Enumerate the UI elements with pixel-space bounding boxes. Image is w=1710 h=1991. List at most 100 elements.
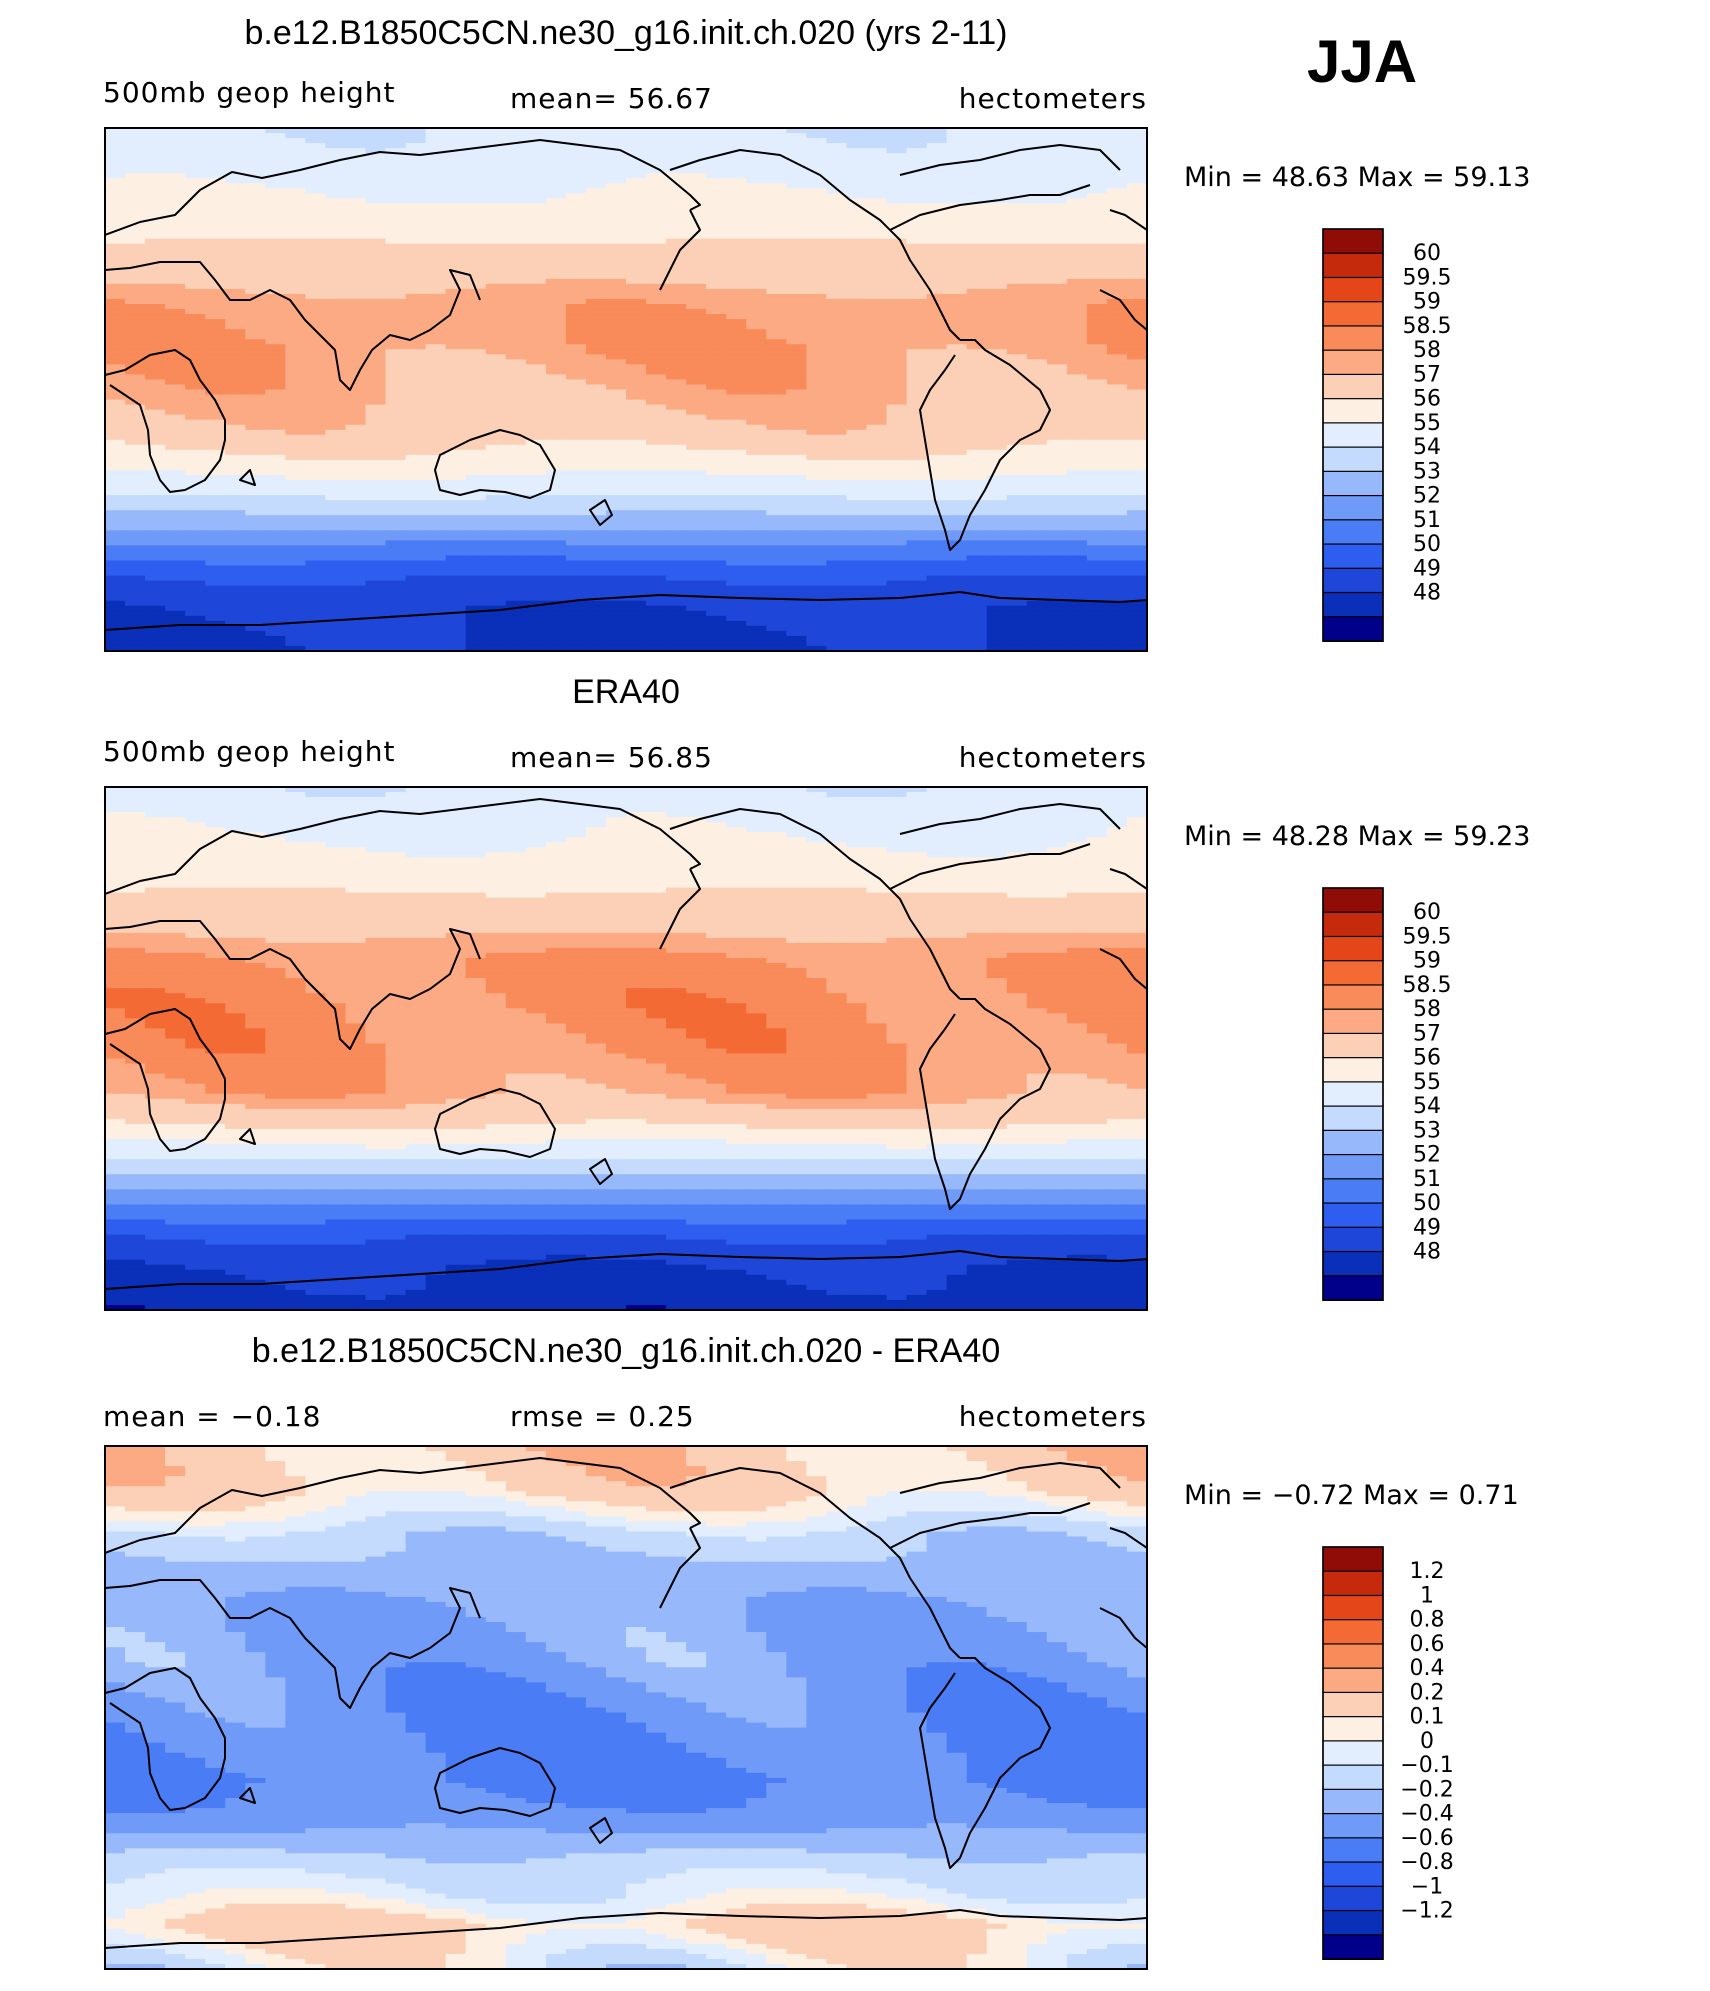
colorbar-tick-label: 58 bbox=[1413, 997, 1441, 1022]
left-label: 500mb geop height bbox=[103, 76, 395, 109]
colorbar-box bbox=[1322, 301, 1384, 327]
colorbar-box bbox=[1322, 1546, 1384, 1573]
colorbar-box bbox=[1322, 1226, 1384, 1253]
colorbar-tick-label: 1.2 bbox=[1410, 1559, 1445, 1584]
colorbar-tick-label: 49 bbox=[1413, 1215, 1441, 1240]
colorbar-tick-label: −1 bbox=[1411, 1874, 1443, 1899]
colorbar-box bbox=[1322, 1105, 1384, 1132]
colorbar-box bbox=[1322, 1740, 1384, 1767]
colorbar-tick-label: 1 bbox=[1420, 1584, 1434, 1609]
map-frame bbox=[104, 127, 1148, 652]
panel-title: b.e12.B1850C5CN.ne30_g16.init.ch.020 - E… bbox=[252, 1332, 1001, 1370]
colorbar-tick-label: 57 bbox=[1413, 362, 1441, 387]
colorbar-box bbox=[1322, 1619, 1384, 1645]
colorbar-tick-label: 52 bbox=[1413, 484, 1441, 509]
colorbar-tick-label: 60 bbox=[1413, 241, 1441, 266]
colorbar-box bbox=[1322, 1764, 1384, 1791]
units-label: hectometers bbox=[959, 741, 1147, 774]
colorbar-tick-label: 55 bbox=[1413, 1070, 1441, 1095]
colorbar-tick-label: 53 bbox=[1413, 1118, 1441, 1143]
colorbar-box bbox=[1322, 1934, 1384, 1961]
colorbar-tick-label: −0.8 bbox=[1400, 1850, 1453, 1875]
colorbar-box bbox=[1322, 567, 1384, 594]
colorbar-tick-label: 51 bbox=[1413, 508, 1441, 533]
colorbar-tick-label: 53 bbox=[1413, 459, 1441, 484]
colorbar-box bbox=[1322, 1178, 1384, 1205]
colorbar-box bbox=[1322, 1861, 1384, 1888]
colorbar-tick-label: −0.1 bbox=[1400, 1753, 1453, 1778]
colorbar-box bbox=[1322, 984, 1384, 1011]
units-label: hectometers bbox=[959, 82, 1147, 115]
colorbar-box bbox=[1322, 1909, 1384, 1936]
colorbar-box bbox=[1322, 1788, 1384, 1815]
colorbar-box bbox=[1322, 1032, 1384, 1059]
colorbar-box bbox=[1322, 1594, 1384, 1621]
colorbar-tick-label: 49 bbox=[1413, 556, 1441, 581]
colorbar-box bbox=[1322, 422, 1384, 449]
colorbar-box bbox=[1322, 373, 1384, 400]
colorbar-tick-label: 59 bbox=[1413, 290, 1441, 315]
colorbar-box bbox=[1322, 1081, 1384, 1108]
colorbar-tick-label: 55 bbox=[1413, 411, 1441, 436]
colorbar-tick-label: 59 bbox=[1413, 949, 1441, 974]
colorbar-tick-label: 0.4 bbox=[1410, 1656, 1445, 1681]
colorbar-box bbox=[1322, 398, 1384, 424]
colorbar-box bbox=[1322, 494, 1384, 521]
map-frame bbox=[104, 1445, 1148, 1970]
colorbar-tick-label: 48 bbox=[1413, 581, 1441, 606]
mean-label: mean= 56.85 bbox=[510, 741, 713, 774]
colorbar-tick-label: 0 bbox=[1420, 1729, 1434, 1754]
colorbar-tick-label: 52 bbox=[1413, 1143, 1441, 1168]
colorbar-tick-label: 54 bbox=[1413, 435, 1441, 460]
colorbar-box bbox=[1322, 911, 1384, 938]
colorbar-box bbox=[1322, 1837, 1384, 1864]
colorbar-box bbox=[1322, 446, 1384, 473]
colorbar-tick-label: −0.6 bbox=[1400, 1826, 1453, 1851]
colorbar-box bbox=[1322, 228, 1384, 255]
colorbar-tick-label: 58.5 bbox=[1403, 973, 1452, 998]
colorbar-box bbox=[1322, 1716, 1384, 1742]
panel-title: b.e12.B1850C5CN.ne30_g16.init.ch.020 (yr… bbox=[245, 14, 1008, 52]
map-field bbox=[105, 1446, 1147, 1969]
colorbar-tick-label: 0.2 bbox=[1410, 1680, 1445, 1705]
colorbar-tick-label: 0.6 bbox=[1410, 1632, 1445, 1657]
colorbar-tick-label: 0.1 bbox=[1410, 1705, 1445, 1730]
colorbar-box bbox=[1322, 1570, 1384, 1597]
colorbar-tick-label: 56 bbox=[1413, 1046, 1441, 1071]
colorbar-box bbox=[1322, 1885, 1384, 1912]
minmax-label: Min = 48.28 Max = 59.23 bbox=[1184, 821, 1530, 852]
panel-2: b.e12.B1850C5CN.ne30_g16.init.ch.020 - E… bbox=[103, 1332, 1519, 1970]
colorbar-tick-label: 56 bbox=[1413, 387, 1441, 412]
left-label: 500mb geop height bbox=[103, 735, 395, 768]
colorbar-box bbox=[1322, 887, 1384, 914]
colorbar-box bbox=[1322, 960, 1384, 986]
left-label: mean = −0.18 bbox=[103, 1400, 321, 1433]
colorbar-tick-label: −1.2 bbox=[1400, 1899, 1453, 1924]
colorbar-box bbox=[1322, 519, 1384, 546]
colorbar-tick-label: 59.5 bbox=[1403, 925, 1452, 950]
map-field bbox=[105, 128, 1147, 651]
colorbar-tick-label: 50 bbox=[1413, 532, 1441, 557]
colorbar-box bbox=[1322, 1812, 1384, 1839]
colorbar-box bbox=[1322, 349, 1384, 376]
panel-1: ERA40 500mb geop height mean= 56.85 hectome… bbox=[103, 673, 1530, 1311]
colorbar-box bbox=[1322, 1643, 1384, 1670]
map-frame bbox=[104, 786, 1148, 1311]
colorbar-tick-label: 57 bbox=[1413, 1021, 1441, 1046]
minmax-label: Min = −0.72 Max = 0.71 bbox=[1184, 1480, 1519, 1511]
colorbar-tick-label: 54 bbox=[1413, 1094, 1441, 1119]
colorbar-tick-label: 58 bbox=[1413, 338, 1441, 363]
colorbar-box bbox=[1322, 470, 1384, 497]
colorbar-box bbox=[1322, 276, 1384, 303]
colorbar-box bbox=[1322, 1250, 1384, 1277]
colorbar-tick-label: 60 bbox=[1413, 900, 1441, 925]
colorbar-box bbox=[1322, 1691, 1384, 1718]
colorbar-box bbox=[1322, 591, 1384, 618]
map-field bbox=[105, 787, 1147, 1310]
colorbar-box bbox=[1322, 1275, 1384, 1302]
colorbar: 1.210.80.60.40.20.10−0.1−0.2−0.4−0.6−0.8… bbox=[1322, 1546, 1454, 1961]
colorbar-box bbox=[1322, 1057, 1384, 1083]
colorbar-box bbox=[1322, 325, 1384, 352]
